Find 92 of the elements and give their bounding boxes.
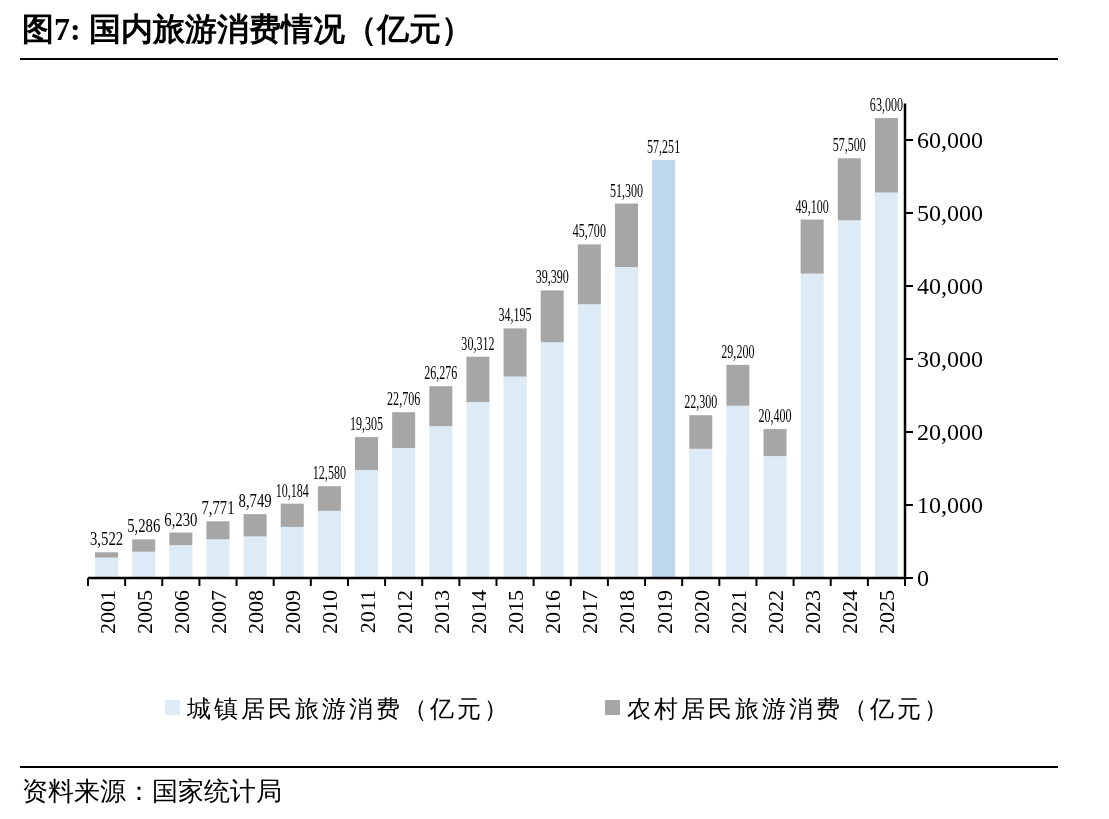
total-label: 34,195 (498, 305, 548, 326)
total-label: 57,251 (647, 137, 697, 158)
y-tick-label: 60,000 (917, 127, 983, 153)
x-tick-label: 2010 (317, 590, 343, 634)
bar (243, 536, 267, 578)
bar (206, 521, 230, 540)
legend-label: 城镇居民旅游消费（亿元） (186, 696, 511, 722)
x-tick-label: 2023 (800, 590, 826, 634)
bar (392, 412, 416, 449)
total-label: 22,706 (387, 389, 437, 410)
bar (317, 510, 341, 578)
x-tick-label: 2021 (725, 590, 751, 634)
bar (763, 429, 787, 457)
y-tick-label: 10,000 (917, 492, 983, 518)
x-tick-label: 2019 (651, 590, 677, 634)
x-tick-label: 2016 (540, 590, 566, 634)
bar (169, 545, 193, 578)
total-label: 51,300 (609, 180, 660, 201)
bar (429, 426, 453, 578)
legend-label: 农村居民旅游消费（亿元） (627, 696, 951, 722)
bar (614, 267, 638, 578)
bar (503, 376, 527, 578)
bar (317, 486, 341, 511)
x-tick-label: 2005 (131, 590, 157, 634)
x-tick-label: 2006 (168, 590, 194, 634)
bar (280, 503, 304, 527)
x-tick-label: 2008 (243, 590, 269, 634)
x-tick-label: 2025 (874, 590, 900, 634)
y-tick-label: 20,000 (917, 419, 983, 445)
bar (800, 219, 824, 274)
bar (169, 532, 193, 546)
total-label: 26,276 (424, 363, 474, 384)
y-tick-label: 30,000 (917, 346, 983, 372)
x-tick-label: 2017 (577, 590, 603, 634)
total-label: 20,400 (758, 406, 808, 427)
y-tick-label: 50,000 (917, 200, 983, 226)
x-tick-label: 2024 (837, 590, 863, 634)
total-label: 57,500 (832, 135, 883, 156)
bar (540, 290, 564, 343)
text: 资料来源：国家统计局 (22, 777, 282, 806)
bar (763, 456, 787, 578)
bar (540, 342, 564, 578)
bar (95, 552, 119, 558)
bar (280, 526, 304, 578)
bar (652, 160, 676, 578)
bar (614, 203, 638, 268)
total-label: 39,390 (535, 267, 586, 288)
x-tick-label: 2014 (465, 590, 491, 634)
bar (800, 273, 824, 578)
bar (874, 118, 898, 193)
bar (689, 415, 713, 449)
total-label: 19,305 (349, 414, 400, 435)
bar (355, 469, 379, 578)
bar (466, 402, 490, 578)
total-label: 30,312 (461, 333, 511, 354)
bar (392, 448, 416, 578)
bar (726, 364, 750, 406)
bar (837, 220, 861, 578)
y-tick-label: 40,000 (917, 273, 983, 299)
bar (874, 192, 898, 578)
y-tick-label: 0 (917, 565, 929, 591)
x-tick-label: 2020 (688, 590, 714, 634)
x-tick-label: 2012 (391, 590, 417, 634)
bar (95, 557, 119, 578)
bar (689, 448, 713, 578)
total-label: 29,200 (721, 341, 771, 362)
bar (726, 405, 750, 578)
bar (577, 304, 601, 578)
x-tick-label: 2007 (205, 590, 231, 634)
x-tick-label: 2018 (614, 590, 640, 634)
chart-title: 图7: 国内旅游消费情况（亿元） (22, 11, 473, 47)
total-label: 22,300 (684, 392, 734, 413)
bar (132, 551, 156, 578)
total-label: 63,000 (869, 95, 920, 116)
x-tick-label: 2015 (503, 590, 529, 634)
total-label: 45,700 (572, 221, 623, 242)
bar (206, 539, 230, 578)
bar (132, 539, 156, 552)
bar (429, 386, 453, 427)
bar (503, 328, 527, 377)
bar (837, 158, 861, 221)
bar (466, 356, 490, 403)
x-tick-label: 2001 (94, 590, 120, 634)
total-label: 12,580 (312, 463, 363, 484)
bar (355, 437, 379, 470)
x-tick-label: 2009 (280, 590, 306, 634)
x-tick-label: 2013 (428, 590, 454, 634)
x-tick-label: 2011 (354, 590, 380, 634)
total-label: 49,100 (795, 196, 846, 217)
x-tick-label: 2022 (763, 590, 789, 634)
bar (577, 244, 601, 305)
bar (243, 514, 267, 537)
